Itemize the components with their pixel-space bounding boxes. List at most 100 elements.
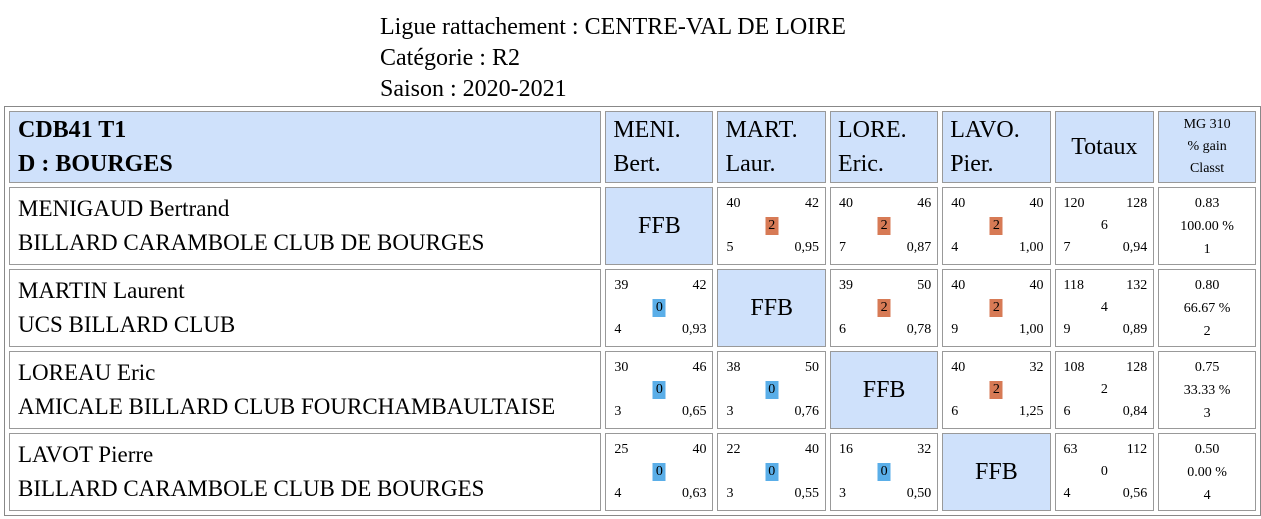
match-points-badge: 0 [765, 381, 779, 399]
match-points-badge: 2 [877, 217, 891, 235]
innings: 6 [951, 404, 959, 419]
saison-line: Saison : 2020-2021 [380, 76, 567, 102]
total-target: 112 [1126, 442, 1148, 457]
ffb-cell: FFB [605, 187, 714, 265]
match-cell: 40 32 2 6 1,25 [942, 351, 1051, 429]
points-target: 46 [917, 196, 932, 211]
match-cell: 30 46 0 3 0,65 [605, 351, 714, 429]
match-cell: 25 40 0 4 0,63 [605, 433, 714, 511]
player-name: MENIGAUD Bertrand [18, 196, 230, 221]
points-target: 42 [692, 278, 707, 293]
average: 0,93 [681, 322, 707, 337]
points-scored: 38 [726, 360, 741, 375]
points-scored: 25 [614, 442, 629, 457]
total-match-points: 0 [1100, 464, 1108, 479]
innings: 7 [838, 240, 846, 255]
match-cell: 16 32 0 3 0,50 [829, 433, 939, 511]
total-points: 108 [1063, 360, 1085, 375]
innings: 3 [614, 404, 622, 419]
match-points-badge: 0 [877, 463, 891, 481]
player-name: MARTIN Laurent [18, 278, 185, 303]
points-scored: 30 [614, 360, 629, 375]
ffb-cell: FFB [942, 433, 1051, 511]
match-cell: 40 40 2 4 1,00 [942, 187, 1051, 265]
mg-header-line3: Classt [1189, 161, 1225, 176]
match-cell: 40 46 2 7 0,87 [829, 187, 939, 265]
mg-header: MG 310 % gain Classt [1158, 111, 1256, 183]
player-club: UCS BILLARD CLUB [18, 312, 236, 337]
total-target: 128 [1126, 360, 1148, 375]
match-points-badge: 0 [652, 299, 666, 317]
points-target: 46 [692, 360, 707, 375]
points-scored: 39 [614, 278, 629, 293]
rank: 4 [1203, 487, 1211, 503]
table-row: MENIGAUD Bertrand BILLARD CARAMBOLE CLUB … [9, 187, 1256, 265]
average: 0,95 [794, 240, 819, 255]
points-target: 40 [804, 442, 819, 457]
match-cell: 38 50 0 3 0,76 [717, 351, 826, 429]
points-scored: 40 [951, 360, 966, 375]
header-row: CDB41 T1 D : BOURGES MENI. Bert. MART. L… [9, 111, 1256, 183]
table-row: LOREAU Eric AMICALE BILLARD CLUB FOURCHAM… [9, 351, 1256, 429]
gain-percent: 66.67 % [1183, 300, 1231, 316]
player-club: AMICALE BILLARD CLUB FOURCHAMBAULTAISE [18, 394, 556, 419]
match-points-badge: 0 [652, 381, 666, 399]
total-average: 0,56 [1122, 486, 1148, 501]
mg-header-line2: % gain [1187, 139, 1227, 154]
points-target: 40 [1029, 196, 1044, 211]
average: 1,00 [1019, 240, 1044, 255]
player-name: LOREAU Eric [18, 360, 156, 385]
player-cell: MARTIN Laurent UCS BILLARD CLUB [9, 269, 602, 347]
innings: 3 [726, 404, 734, 419]
innings: 4 [614, 486, 622, 501]
mg-value: 0.83 [1194, 195, 1220, 211]
points-scored: 40 [726, 196, 741, 211]
total-innings: 9 [1063, 322, 1071, 337]
points-target: 32 [917, 442, 932, 457]
ffb-cell: FFB [717, 269, 826, 347]
average: 0,63 [681, 486, 707, 501]
points-target: 40 [1029, 278, 1044, 293]
team-header: CDB41 T1 D : BOURGES [9, 111, 602, 183]
mg-value: 0.80 [1194, 277, 1220, 293]
points-scored: 40 [838, 196, 853, 211]
gain-percent: 0.00 % [1187, 464, 1227, 480]
innings: 3 [838, 486, 846, 501]
points-scored: 40 [951, 278, 966, 293]
table-row: LAVOT Pierre BILLARD CARAMBOLE CLUB DE BO… [9, 433, 1256, 511]
col-header-2: MART. Laur. [717, 111, 826, 183]
gain-percent: 100.00 % [1180, 218, 1234, 234]
total-target: 132 [1126, 278, 1148, 293]
points-scored: 40 [951, 196, 966, 211]
match-cell: 22 40 0 3 0,55 [717, 433, 826, 511]
team-name: CDB41 T1 [18, 117, 127, 143]
page-header: Ligue rattachement : CENTRE-VAL DE LOIRE… [380, 12, 846, 105]
col-header-1: MENI. Bert. [605, 111, 714, 183]
match-cell: 39 50 2 6 0,78 [829, 269, 939, 347]
innings: 4 [951, 240, 959, 255]
col-header-3: LORE. Eric. [829, 111, 939, 183]
totals-cell: 63 112 0 4 0,56 [1054, 433, 1155, 511]
match-points-badge: 2 [989, 217, 1003, 235]
col-header-2-line2: Laur. [725, 151, 776, 177]
col-header-1-line2: Bert. [613, 151, 661, 177]
total-match-points: 4 [1100, 300, 1108, 315]
mg-cell: 0.83 100.00 % 1 [1158, 187, 1256, 265]
player-name: LAVOT Pierre [18, 442, 154, 467]
player-cell: LOREAU Eric AMICALE BILLARD CLUB FOURCHAM… [9, 351, 602, 429]
total-innings: 6 [1063, 404, 1071, 419]
match-points-badge: 2 [989, 299, 1003, 317]
total-average: 0,89 [1122, 322, 1148, 337]
match-points-badge: 2 [989, 381, 1003, 399]
match-points-badge: 2 [877, 299, 891, 317]
player-cell: LAVOT Pierre BILLARD CARAMBOLE CLUB DE BO… [9, 433, 602, 511]
points-target: 42 [804, 196, 819, 211]
points-target: 40 [692, 442, 707, 457]
rank: 2 [1203, 323, 1211, 339]
total-target: 128 [1126, 196, 1148, 211]
results-table: CDB41 T1 D : BOURGES MENI. Bert. MART. L… [4, 106, 1261, 516]
average: 0,55 [794, 486, 819, 501]
rank: 3 [1203, 405, 1211, 421]
points-target: 50 [917, 278, 932, 293]
total-average: 0,84 [1122, 404, 1148, 419]
